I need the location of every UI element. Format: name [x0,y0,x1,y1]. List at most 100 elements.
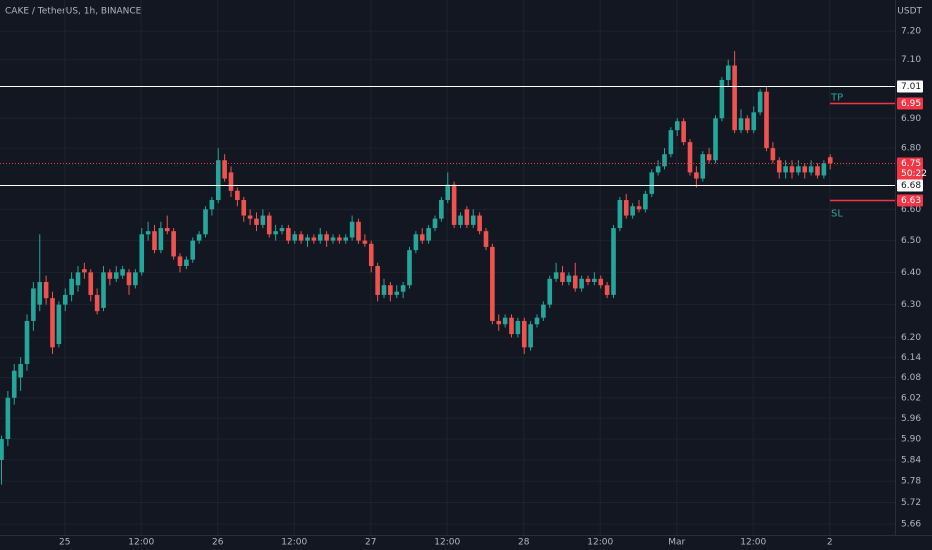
price-label: 6.68 [901,181,921,191]
candle-body [324,234,329,241]
candle-body [203,209,208,235]
candle-body [623,200,629,216]
x-tick-label: 28 [518,538,530,548]
y-tick-label: 7.10 [901,55,921,65]
currency-label: USDT [897,7,922,17]
y-tick-label: 5.78 [901,477,921,487]
candle-body [24,320,30,365]
y-tick-label: 6.80 [901,144,921,154]
candle-body [783,166,788,173]
y-tick-label: 6.14 [901,353,921,363]
candle-body [470,215,476,225]
y-tick-label: 5.90 [901,435,921,445]
candle-body [802,166,808,173]
candle-body [413,234,419,251]
x-tick-label: 26 [212,538,224,548]
x-tick-label: 27 [365,538,376,548]
countdown: 50:22 [901,169,927,179]
candle-body [738,118,744,131]
candle-body [75,272,81,286]
candle-body [419,234,425,241]
candle-body [566,275,572,282]
candle-body [362,240,368,244]
candle-body [534,317,540,325]
candle-body [139,234,145,273]
candle-body [298,234,304,241]
candle-body [585,278,591,282]
y-tick-label: 6.60 [901,205,921,215]
candle-body [815,166,820,176]
candle-body [483,231,489,247]
candle-body [279,228,285,232]
candle-body [509,317,514,335]
candle-body [617,200,623,229]
candle-body [375,265,380,295]
candle-body [579,278,584,289]
candle-body [254,218,259,225]
price-label: 7.01 [901,82,921,92]
candle-body [706,154,712,161]
candle-body [725,65,731,81]
price-label-bg [897,80,923,93]
candle-body [145,231,151,235]
candle-body [113,272,119,279]
candle-body [107,272,113,279]
candle-body [541,304,546,318]
candle-body [674,121,680,131]
candle-body [37,281,43,305]
candle-body [311,237,317,241]
candle-body [776,160,782,173]
candle-body [101,272,106,308]
candle-body [662,154,667,167]
y-tick-label: 6.20 [901,333,921,343]
candle-body [266,215,272,235]
candle-body [88,272,94,295]
price-label-bg [897,97,923,110]
candle-body [451,184,457,225]
candle-body [821,163,827,176]
candle-body [636,206,642,210]
x-tick-label: Mar [668,538,685,548]
candle-body [343,237,349,241]
candle-body [560,272,565,282]
candle-body [0,439,4,460]
candle-body [5,397,11,440]
x-tick-label: 12:00 [281,538,307,548]
candle-body [94,294,100,312]
candle-body [668,130,674,155]
y-tick-label: 6.40 [901,268,921,278]
candle-body [43,281,49,299]
y-tick-label: 6.90 [901,114,921,124]
candle-body [228,172,234,191]
candle-body [458,215,463,225]
candle-body [496,320,502,325]
candle-body [464,209,470,225]
candle-body [184,259,189,266]
price-label-bg [897,194,923,207]
candle-body [190,240,196,260]
candle-body [592,278,597,282]
candle-body [547,278,553,305]
candle-body [630,206,635,216]
candle-body [368,243,374,266]
candle-body [407,250,412,286]
x-tick-label: 12:00 [740,538,766,548]
candle-body [158,228,164,251]
candle-body [247,215,253,219]
candle-body [432,218,438,229]
candle-body [757,91,763,113]
y-tick-label: 6.50 [901,236,921,246]
candle-body [235,190,240,201]
candle-body [770,148,776,161]
candle-body [789,166,795,173]
candle-body [273,231,278,235]
symbol-title: CAKE / TetherUS, 1h, BINANCE [5,7,142,17]
candle-body [694,172,699,179]
candle-body [120,269,125,276]
candle-body [177,256,183,266]
order-name: TP [830,93,843,104]
candle-body [56,304,62,345]
y-tick-label: 6.30 [901,300,921,310]
candle-body [330,237,336,241]
